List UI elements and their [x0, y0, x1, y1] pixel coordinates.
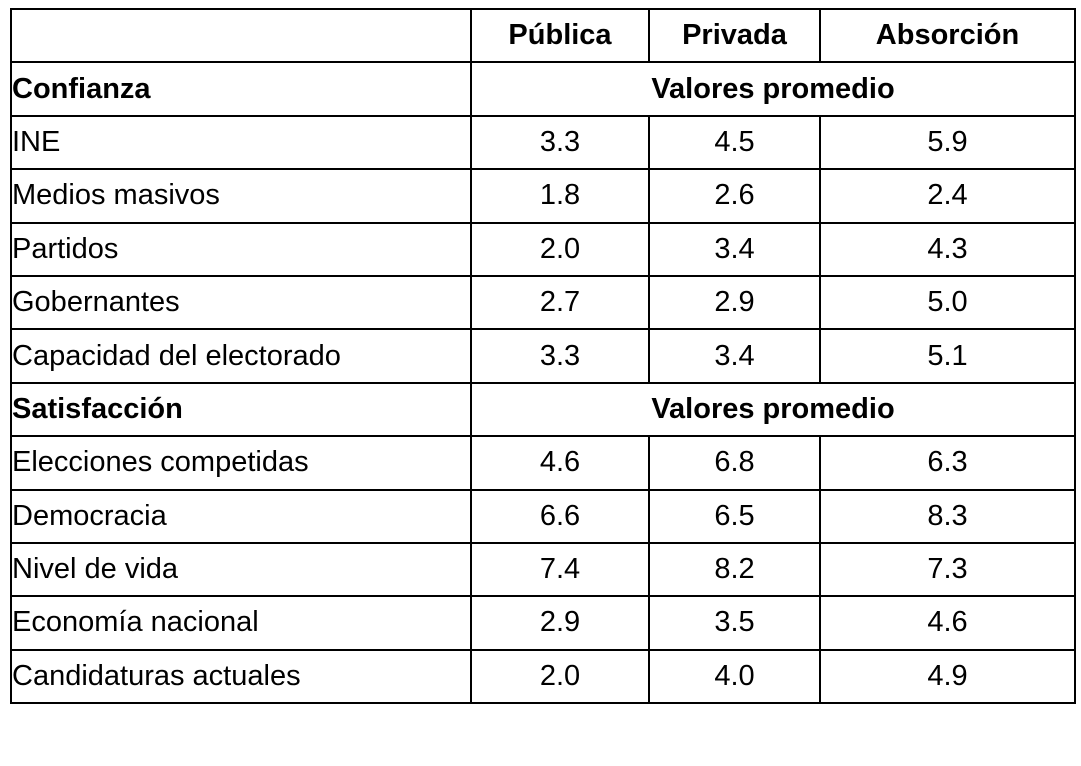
value-absorcion: 4.3	[819, 221, 1076, 277]
table-row: Capacidad del electorado 3.3 3.4 5.1	[10, 328, 1076, 384]
value-publica: 2.0	[470, 221, 650, 277]
corner-cell	[10, 7, 472, 64]
table-row: Gobernantes 2.7 2.9 5.0	[10, 274, 1076, 331]
table-row: INE 3.3 4.5 5.9	[10, 114, 1076, 171]
value-publica: 3.3	[470, 328, 650, 384]
section-row-satisfaccion: Satisfacción Valores promedio	[10, 381, 1076, 438]
section-row-confianza: Confianza Valores promedio	[10, 61, 1076, 117]
row-label: Capacidad del electorado	[10, 328, 472, 384]
table-row: Economía nacional 2.9 3.5 4.6	[10, 595, 1076, 651]
section-title: Confianza	[10, 61, 472, 117]
data-table: Pública Privada Absorción Confianza Valo…	[10, 7, 1076, 705]
value-privada: 4.5	[648, 114, 821, 171]
row-label: Economía nacional	[10, 595, 472, 651]
table-row: Elecciones competidas 4.6 6.8 6.3	[10, 435, 1076, 491]
row-label: INE	[10, 114, 472, 171]
column-header-publica: Pública	[470, 7, 650, 64]
value-absorcion: 8.3	[819, 488, 1076, 544]
value-absorcion: 5.1	[819, 328, 1076, 384]
value-publica: 2.9	[470, 595, 650, 651]
row-label: Partidos	[10, 221, 472, 277]
value-publica: 4.6	[470, 435, 650, 491]
value-absorcion: 4.9	[819, 648, 1076, 705]
value-privada: 3.4	[648, 328, 821, 384]
value-publica: 7.4	[470, 541, 650, 598]
row-label: Democracia	[10, 488, 472, 544]
value-privada: 8.2	[648, 541, 821, 598]
value-privada: 3.4	[648, 221, 821, 277]
value-absorcion: 7.3	[819, 541, 1076, 598]
table-row: Candidaturas actuales 2.0 4.0 4.9	[10, 648, 1076, 705]
row-label: Gobernantes	[10, 274, 472, 331]
section-title: Satisfacción	[10, 381, 472, 438]
value-absorcion: 4.6	[819, 595, 1076, 651]
value-absorcion: 6.3	[819, 435, 1076, 491]
value-privada: 6.8	[648, 435, 821, 491]
table-row: Democracia 6.6 6.5 8.3	[10, 488, 1076, 544]
value-publica: 1.8	[470, 168, 650, 224]
value-absorcion: 5.0	[819, 274, 1076, 331]
value-privada: 2.9	[648, 274, 821, 331]
table-row: Nivel de vida 7.4 8.2 7.3	[10, 541, 1076, 598]
row-label: Candidaturas actuales	[10, 648, 472, 705]
value-publica: 3.3	[470, 114, 650, 171]
row-label: Elecciones competidas	[10, 435, 472, 491]
table-row: Medios masivos 1.8 2.6 2.4	[10, 168, 1076, 224]
value-publica: 6.6	[470, 488, 650, 544]
value-publica: 2.7	[470, 274, 650, 331]
row-label: Nivel de vida	[10, 541, 472, 598]
row-label: Medios masivos	[10, 168, 472, 224]
value-privada: 4.0	[648, 648, 821, 705]
section-span-label: Valores promedio	[470, 381, 1076, 438]
section-span-label: Valores promedio	[470, 61, 1076, 117]
column-header-absorcion: Absorción	[819, 7, 1076, 64]
value-privada: 3.5	[648, 595, 821, 651]
header-row: Pública Privada Absorción	[10, 7, 1076, 64]
table-row: Partidos 2.0 3.4 4.3	[10, 221, 1076, 277]
value-privada: 6.5	[648, 488, 821, 544]
value-publica: 2.0	[470, 648, 650, 705]
value-absorcion: 5.9	[819, 114, 1076, 171]
value-absorcion: 2.4	[819, 168, 1076, 224]
column-header-privada: Privada	[648, 7, 821, 64]
value-privada: 2.6	[648, 168, 821, 224]
